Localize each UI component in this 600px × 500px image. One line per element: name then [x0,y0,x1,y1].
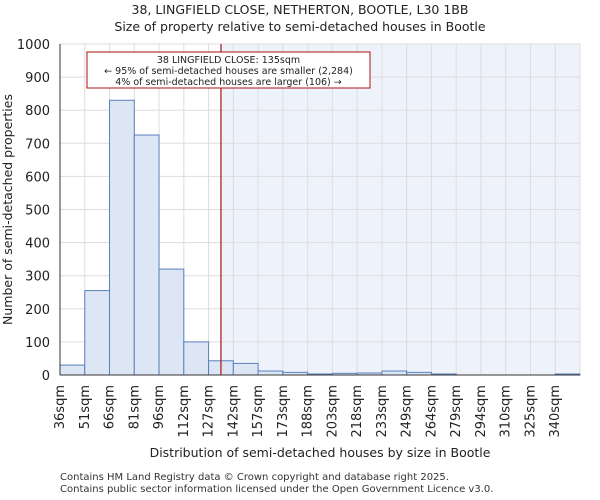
y-axis-title: Number of semi-detached properties [0,94,15,325]
x-tick-label: 66sqm [103,385,118,429]
y-tick-label: 500 [25,204,50,219]
histogram-bar [158,268,185,376]
x-tick-label: 173sqm [276,385,291,438]
x-tick-label: 218sqm [350,385,365,438]
histogram-bar [59,364,86,376]
footer-copyright: Contains HM Land Registry data © Crown c… [60,472,449,483]
annotation-text: 38 LINGFIELD CLOSE: 135sqm [157,55,300,66]
y-tick-label: 300 [25,270,50,285]
histogram-bar [257,370,284,376]
x-axis-title: Distribution of semi-detached houses by … [150,445,491,460]
histogram-bar [84,290,111,376]
histogram-bar [381,370,408,376]
x-tick-label: 142sqm [226,385,241,438]
x-tick-label: 188sqm [301,385,316,438]
x-tick-label: 233sqm [375,385,390,438]
y-tick-label: 0 [42,369,50,384]
y-tick-label: 100 [25,336,50,351]
y-tick-label: 400 [25,237,50,252]
y-tick-label: 800 [25,104,50,119]
histogram-bar [232,362,259,376]
histogram-chart: 38 LINGFIELD CLOSE: 135sqm← 95% of semi-… [0,38,581,460]
x-tick-label: 340sqm [548,385,563,438]
x-tick-label: 112sqm [177,385,192,438]
y-tick-label: 900 [25,71,50,86]
x-tick-label: 157sqm [251,385,266,438]
y-tick-label: 700 [25,137,50,152]
x-tick-label: 249sqm [400,385,415,438]
annotation-text: ← 95% of semi-detached houses are smalle… [104,66,353,77]
x-tick-label: 279sqm [449,385,464,438]
x-tick-label: 310sqm [499,385,514,438]
histogram-bar [109,99,135,376]
annotation-box [86,51,371,89]
x-tick-label: 96sqm [152,385,167,429]
y-tick-label: 1000 [17,38,50,53]
x-tick-label: 325sqm [523,385,538,438]
histogram-bar [183,341,210,376]
chart-subtitle: Size of property relative to semi-detach… [114,19,486,34]
x-tick-label: 264sqm [424,385,439,438]
x-tick-label: 294sqm [474,385,489,438]
y-tick-label: 200 [25,303,50,318]
x-tick-label: 36sqm [53,385,68,429]
annotation-text: 4% of semi-detached houses are larger (1… [115,77,342,88]
histogram-bar [133,134,160,376]
footer-licence: Contains public sector information licen… [60,484,494,495]
x-tick-label: 203sqm [325,385,340,438]
chart-title: 38, LINGFIELD CLOSE, NETHERTON, BOOTLE, … [131,2,469,17]
y-tick-label: 600 [25,170,50,185]
x-tick-label: 51sqm [78,385,93,429]
x-tick-label: 81sqm [127,385,142,429]
x-tick-label: 127sqm [202,385,217,438]
